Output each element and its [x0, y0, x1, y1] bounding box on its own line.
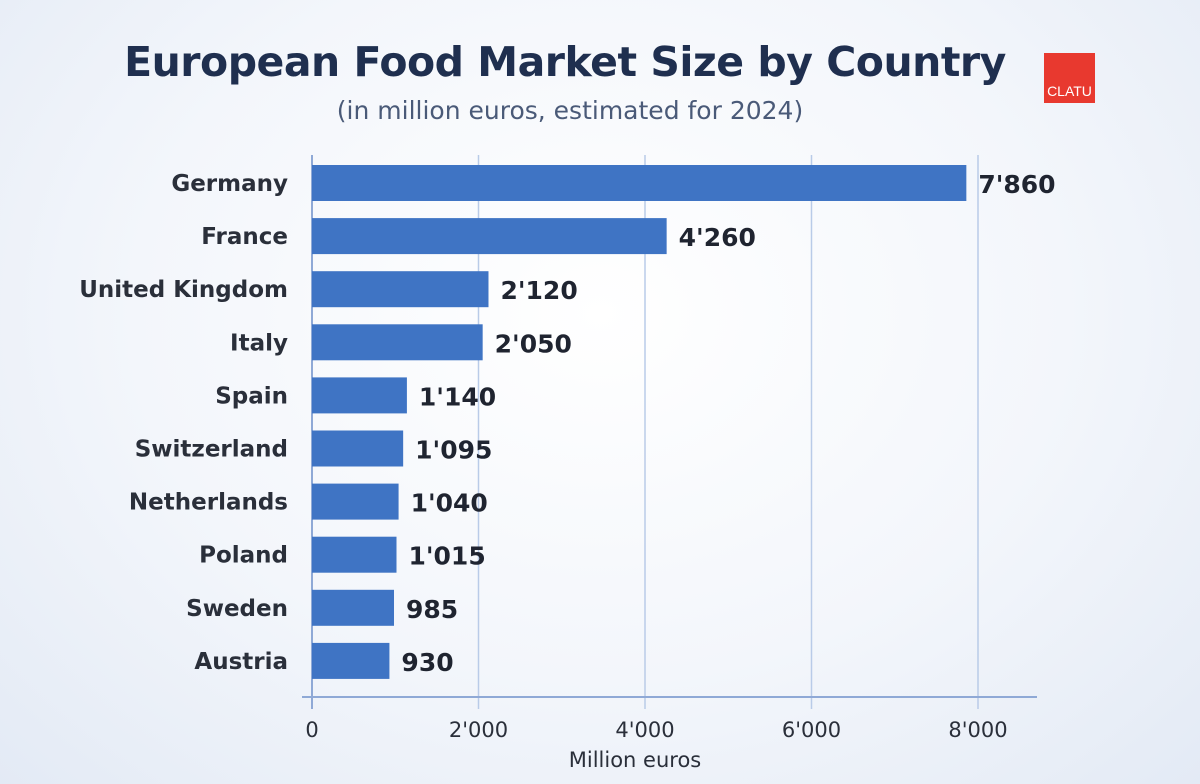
bar-sweden — [312, 589, 395, 626]
data-label: 1'040 — [411, 489, 488, 518]
data-label: 1'140 — [419, 382, 496, 411]
category-label: Spain — [215, 383, 288, 409]
bar-germany — [312, 165, 967, 201]
x-tick-label: 2'000 — [449, 718, 508, 742]
data-label: 1'095 — [415, 436, 492, 465]
data-label: 985 — [406, 595, 458, 624]
chart-subtitle: (in million euros, estimated for 2024) — [336, 96, 804, 125]
data-label: 930 — [401, 648, 453, 677]
x-axis-title: Million euros — [569, 748, 701, 772]
data-label: 2'120 — [500, 276, 577, 305]
logo-text: CLATU — [1047, 83, 1092, 99]
category-label: Italy — [230, 330, 288, 356]
data-label: 2'050 — [495, 329, 572, 358]
category-label: Sweden — [186, 596, 288, 622]
data-label: 4'260 — [679, 223, 756, 252]
category-label: Germany — [171, 171, 288, 197]
data-label: 7'860 — [978, 170, 1055, 199]
data-label: 1'015 — [408, 542, 485, 571]
bar-france — [312, 218, 667, 255]
x-tick-label: 0 — [305, 718, 318, 742]
bar-poland — [312, 536, 397, 573]
category-label: Austria — [194, 649, 288, 675]
category-label: Netherlands — [129, 490, 288, 516]
bar-austria — [312, 642, 390, 679]
chart-title: European Food Market Size by Country — [124, 38, 1006, 86]
bar-netherlands — [312, 483, 399, 520]
category-label: Poland — [199, 543, 288, 569]
bar-united-kingdom — [312, 271, 489, 308]
category-label: Switzerland — [135, 437, 288, 463]
bar-italy — [312, 324, 483, 361]
x-tick-label: 6'000 — [782, 718, 841, 742]
x-tick-label: 4'000 — [615, 718, 674, 742]
category-label: France — [201, 224, 288, 250]
category-label: United Kingdom — [79, 277, 288, 303]
bar-spain — [312, 377, 407, 414]
x-tick-label: 8'000 — [948, 718, 1007, 742]
clatu-logo: CLATU — [1044, 53, 1095, 103]
bar-switzerland — [312, 430, 404, 467]
